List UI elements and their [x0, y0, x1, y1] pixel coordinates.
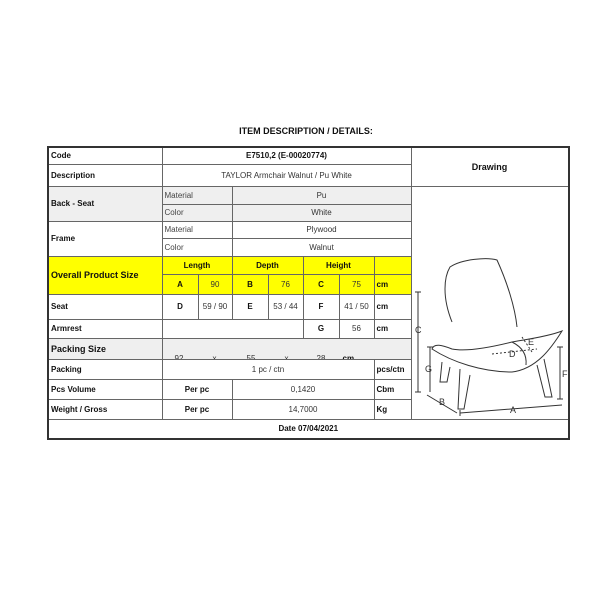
dim-a-value: 90	[197, 273, 233, 295]
frame-material: Plywood	[231, 220, 412, 239]
page-title: ITEM DESCRIPTION / DETAILS:	[239, 126, 373, 136]
frame-label: Frame	[47, 220, 163, 257]
description-value: TAYLOR Armchair Walnut / Pu White	[161, 163, 412, 187]
row-description: Description TAYLOR Armchair Walnut / Pu …	[47, 163, 569, 187]
dim-f: F	[302, 293, 340, 320]
volume-value: 0,1420	[231, 378, 375, 400]
row-seat: Seat D 59 / 90 E 53 / 44 F 41 / 50 cm	[47, 293, 569, 320]
drawing-header: Drawing	[410, 146, 569, 187]
dim-label-d: D	[509, 349, 516, 359]
height-header: Height	[302, 255, 375, 275]
depth-header: Depth	[231, 255, 304, 275]
length-header: Length	[161, 255, 233, 275]
frame-color: Walnut	[231, 237, 412, 257]
row-packing: Packing 1 pc / ctn pcs/ctn	[47, 358, 569, 380]
armrest-label: Armrest	[47, 318, 163, 339]
row-date: Date 07/04/2021	[47, 418, 569, 440]
row-code: Code E7510,2 (E-00020774) Drawing	[47, 146, 569, 187]
dim-label-a: A	[510, 405, 516, 415]
code-value: E7510,2 (E-00020774)	[161, 146, 412, 165]
back-seat-label: Back - Seat	[47, 185, 163, 222]
overall-label: Overall Product Size	[47, 255, 163, 295]
packing-size-label: Packing Size	[47, 337, 163, 360]
dim-label-e: E	[528, 337, 534, 347]
back-seat-color-label: Color	[161, 203, 233, 222]
back-seat-material: Pu	[231, 185, 412, 205]
empty-cell	[161, 318, 304, 339]
back-seat-color: White	[231, 203, 412, 222]
empty-cell	[373, 255, 412, 275]
date: Date 07/04/2021	[47, 418, 569, 440]
dim-b: B	[231, 273, 269, 295]
weight-value: 14,7000	[231, 398, 375, 420]
pack-x-2: x	[284, 353, 289, 359]
weight-per: Per pc	[161, 398, 233, 420]
dim-label-f: F	[562, 369, 568, 379]
packing-unit: pcs/ctn	[373, 358, 412, 380]
chair-drawing: C G B A D E F	[414, 257, 568, 416]
packing-value: 1 pc / ctn	[161, 358, 375, 380]
weight-label: Weight / Gross	[47, 398, 163, 420]
pack-length: 92	[174, 353, 184, 359]
dim-g: G	[302, 318, 340, 339]
description-label: Description	[47, 163, 163, 187]
dim-d: D	[161, 293, 199, 320]
dim-d-value: 59 / 90	[197, 293, 233, 320]
armrest-unit: cm	[373, 318, 412, 339]
dim-b-value: 76	[267, 273, 304, 295]
pack-x-1: x	[212, 353, 217, 359]
code-label: Code	[47, 146, 163, 165]
dim-label-g: G	[425, 364, 432, 374]
dim-c-value: 75	[338, 273, 375, 295]
volume-label: Pcs Volume	[47, 378, 163, 400]
overall-unit: cm	[373, 273, 412, 295]
dim-e-value: 53 / 44	[267, 293, 304, 320]
dim-a: A	[161, 273, 199, 295]
pack-height: 28	[316, 353, 326, 359]
pack-unit: cm	[342, 353, 355, 359]
back-seat-material-label: Material	[161, 185, 233, 205]
dim-label-c: C	[415, 325, 422, 335]
packing-label: Packing	[47, 358, 163, 380]
row-back-seat-material: Back - Seat Material Pu C G B A D E F	[47, 185, 569, 420]
dim-g-value: 56	[338, 318, 375, 339]
weight-unit: Kg	[373, 398, 412, 420]
drawing-cell: C G B A D E F	[410, 185, 569, 420]
frame-material-label: Material	[161, 220, 233, 239]
frame-color-label: Color	[161, 237, 233, 257]
dim-f-value: 41 / 50	[338, 293, 375, 320]
seat-label: Seat	[47, 293, 163, 320]
row-volume: Pcs Volume Per pc 0,1420 Cbm	[47, 378, 569, 400]
row-armrest: Armrest G 56 cm	[47, 318, 569, 339]
dim-e: E	[231, 293, 269, 320]
volume-unit: Cbm	[373, 378, 412, 400]
row-weight: Weight / Gross Per pc 14,7000 Kg	[47, 398, 569, 420]
dim-c: C	[302, 273, 340, 295]
row-frame-material: Frame Material Plywood	[47, 220, 569, 257]
pack-width: 55	[246, 353, 256, 359]
volume-per: Per pc	[161, 378, 233, 400]
dim-label-b: B	[439, 397, 445, 407]
seat-unit: cm	[373, 293, 412, 320]
item-details-table: Code E7510,2 (E-00020774) Drawing Descri…	[47, 146, 570, 440]
